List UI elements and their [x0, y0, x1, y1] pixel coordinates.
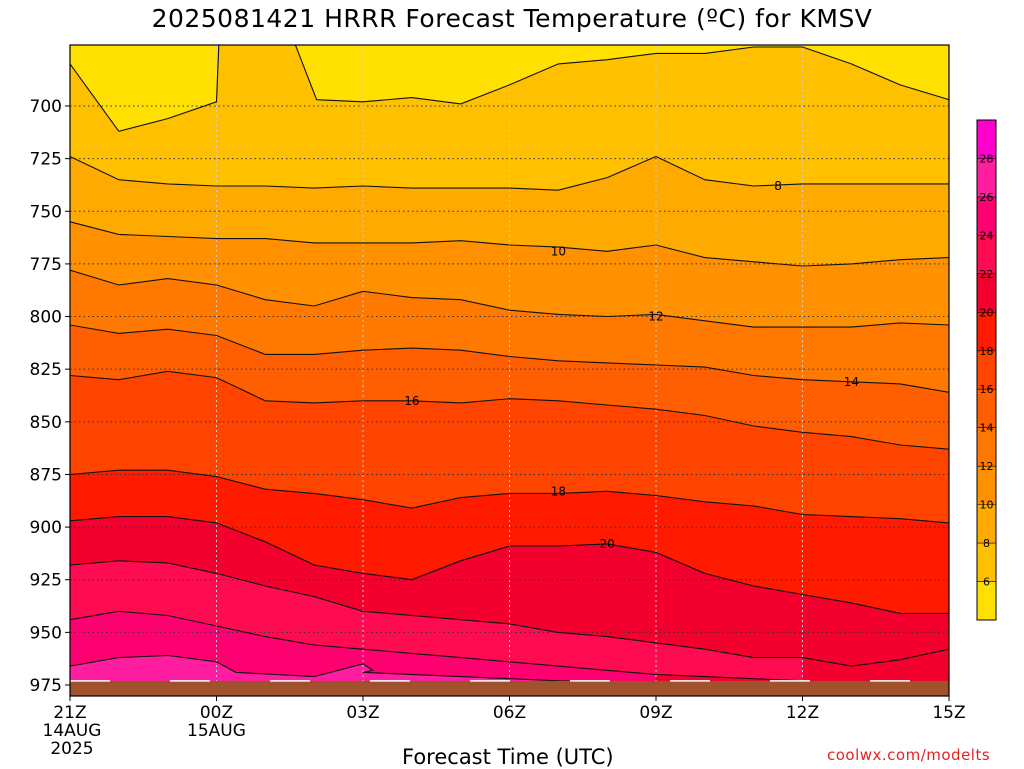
colorbar-label: 22	[980, 268, 994, 281]
axes: 70072575077580082585087590092595097521Z1…	[30, 97, 966, 759]
y-tick-label: 700	[30, 97, 62, 117]
colorbar-swatch	[977, 120, 996, 159]
colorbar-swatch	[977, 273, 996, 313]
contour-line-12	[70, 269, 949, 328]
x-tick-label: 12Z	[786, 703, 819, 723]
contour-line-26	[70, 654, 657, 684]
colorbar-swatch	[977, 504, 996, 544]
colorbar-label: 26	[980, 191, 994, 204]
contour-label: 10	[551, 244, 566, 258]
chart-title: 2025081421 HRRR Forecast Temperature (ºC…	[151, 4, 873, 33]
colorbar-label: 6	[983, 576, 990, 589]
ground-layer	[70, 680, 949, 696]
colorbar-swatch	[977, 466, 996, 505]
contour-label: 14	[844, 375, 859, 389]
x-axis-label: Forecast Time (UTC)	[402, 745, 614, 769]
y-tick-label: 850	[30, 413, 62, 433]
contour-line-16	[70, 370, 949, 450]
colorbar-label: 20	[980, 306, 994, 319]
y-tick-label: 775	[30, 255, 62, 275]
x-tick-label: 15Z	[932, 703, 965, 723]
colorbar-swatch	[977, 350, 996, 390]
x-tick-label: 06Z	[493, 703, 526, 723]
colorbar-swatch	[977, 581, 996, 620]
colorbar-swatch	[977, 389, 996, 428]
colorbar-swatch	[977, 543, 996, 582]
colorbar-swatch	[977, 158, 996, 197]
credit-link[interactable]: coolwx.com/modelts	[827, 746, 991, 764]
contour-label: 20	[600, 537, 615, 551]
x-tick-label: 03Z	[346, 703, 379, 723]
colorbar-label: 10	[980, 499, 994, 512]
y-tick-label: 825	[30, 360, 62, 380]
x-date-label: 2025	[50, 739, 93, 759]
contour-label: 12	[648, 310, 663, 324]
x-tick-label: 09Z	[639, 703, 672, 723]
contour-line-20	[70, 516, 949, 614]
colorbar-label: 12	[980, 460, 994, 473]
y-tick-label: 800	[30, 308, 62, 328]
y-tick-label: 900	[30, 518, 62, 538]
colorbar-label: 18	[980, 345, 994, 358]
contour-line-22	[70, 560, 949, 667]
colorbar-swatch	[977, 235, 996, 274]
contour-line-10	[70, 221, 949, 267]
colorbar-label: 24	[980, 229, 994, 242]
cold-pocket-fill	[295, 45, 949, 104]
y-tick-label: 925	[30, 571, 62, 591]
colorbar-swatch	[977, 427, 996, 467]
y-tick-label: 750	[30, 202, 62, 222]
colorbar-label: 14	[980, 422, 994, 435]
colorbar-label: 28	[980, 152, 994, 165]
contour-line-18	[70, 469, 949, 524]
contour-label: 18	[551, 484, 566, 498]
contour-label: 16	[404, 394, 419, 408]
colorbar-swatch	[977, 196, 996, 236]
colorbar-frame	[976, 119, 997, 621]
contour-lines: 8 10 12 14 16 18 20	[70, 45, 949, 684]
x-date-label: 14AUG	[43, 721, 102, 741]
y-tick-label: 875	[30, 465, 62, 485]
x-tick-label: 00Z	[200, 703, 233, 723]
colorbar-label: 16	[980, 383, 994, 396]
temperature-fill-layer	[70, 45, 949, 696]
x-tick-label: 21Z	[53, 703, 86, 723]
colorbar-label: 8	[983, 537, 990, 550]
contour-label: 8	[774, 179, 782, 193]
contour-line-24	[70, 610, 803, 682]
contour-line-6	[70, 45, 220, 132]
y-tick-label: 725	[30, 150, 62, 170]
y-tick-label: 975	[30, 676, 62, 696]
x-date-label: 15AUG	[187, 721, 246, 741]
contour-line-6	[294, 45, 949, 105]
y-tick-label: 950	[30, 623, 62, 643]
colorbar: 6 8 10 12 14 16 18 20 22 24 26 28	[976, 119, 997, 621]
ground-fill	[70, 680, 949, 696]
colorbar-swatch	[977, 312, 996, 351]
band-fill-8	[70, 45, 949, 191]
contour-line-14	[70, 324, 949, 393]
cold-pocket-fill	[70, 45, 219, 132]
contour-line-8	[70, 155, 949, 191]
grid-lines	[70, 45, 949, 696]
